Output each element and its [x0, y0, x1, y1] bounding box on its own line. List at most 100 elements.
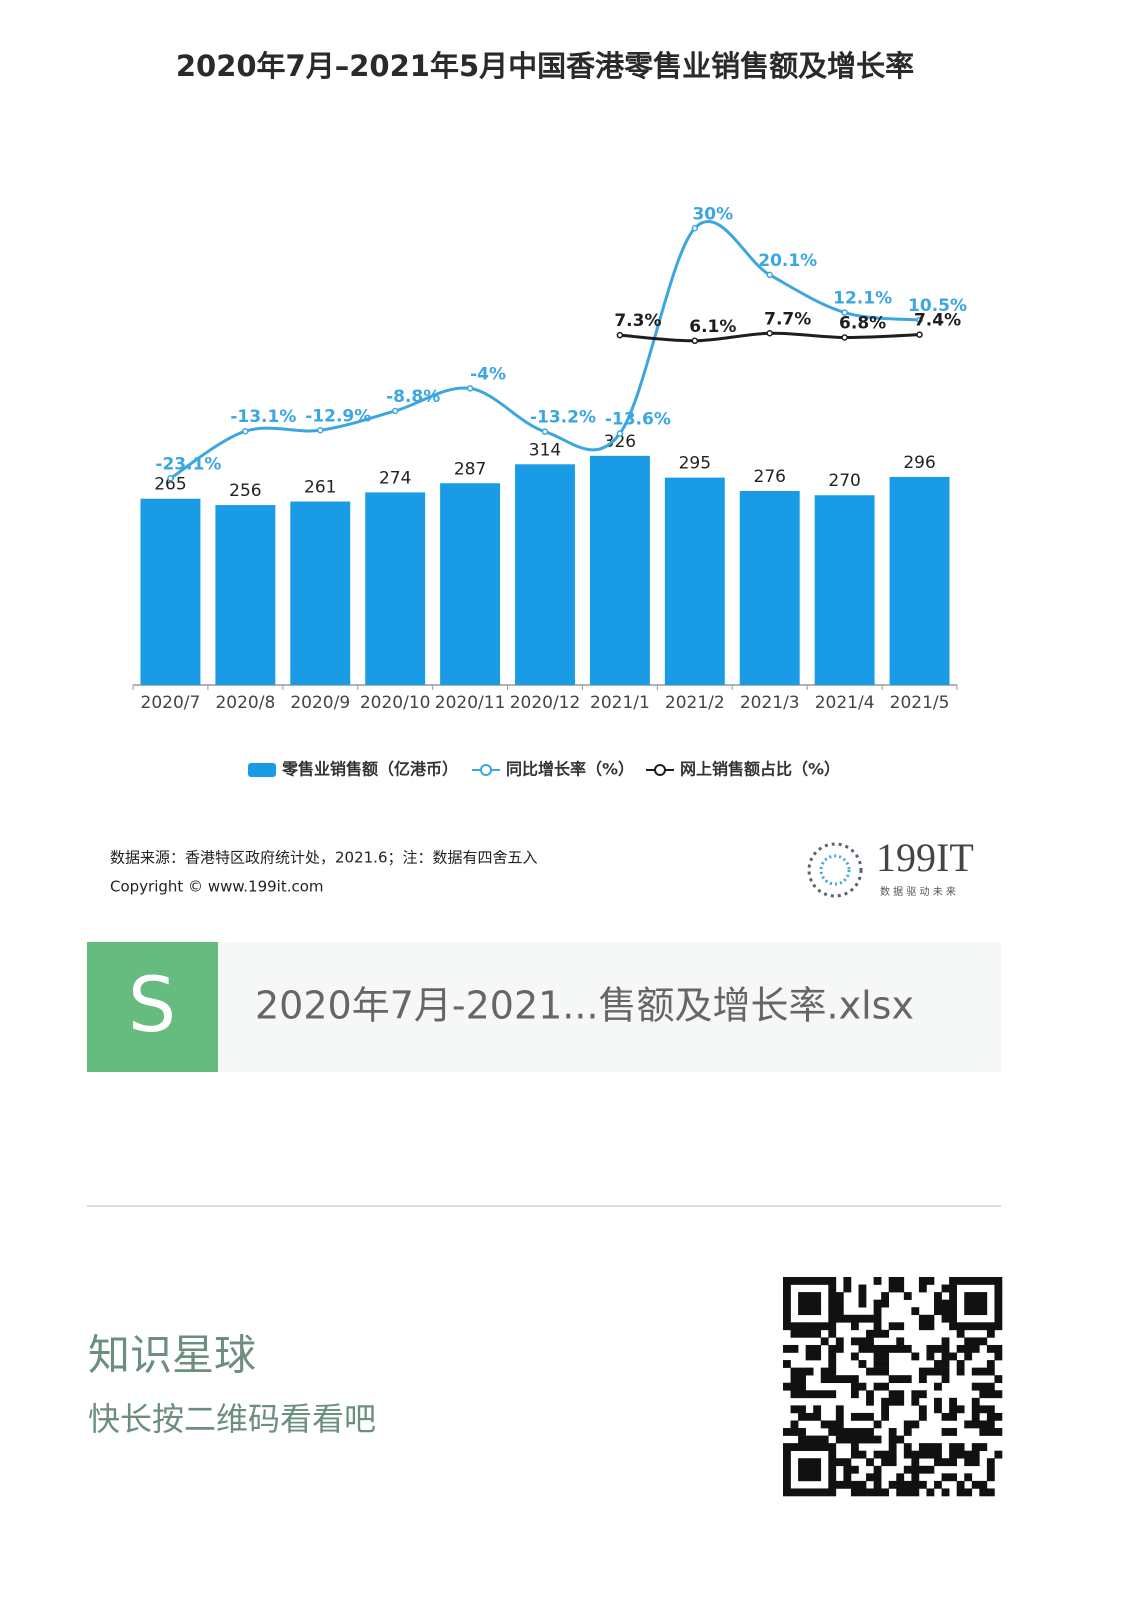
qr-module — [941, 1344, 950, 1353]
qr-module — [783, 1443, 791, 1451]
qr-module — [866, 1428, 874, 1436]
legend-swatch — [654, 764, 666, 776]
qr-module — [888, 1390, 897, 1399]
qr-module — [964, 1488, 973, 1497]
qr-module — [798, 1412, 806, 1421]
qr-module — [918, 1480, 927, 1489]
bar-label: 265 — [154, 475, 186, 495]
qr-module — [949, 1277, 957, 1285]
qr-module — [949, 1299, 957, 1308]
qr-module — [934, 1458, 942, 1467]
qr-module — [911, 1390, 920, 1399]
qr-module — [798, 1367, 806, 1376]
qr-module — [986, 1458, 995, 1467]
line-label: -13.6% — [605, 410, 671, 430]
qr-module — [835, 1344, 844, 1353]
qr-module — [918, 1405, 927, 1414]
qr-module — [850, 1314, 859, 1323]
qr-module — [843, 1428, 852, 1436]
qr-module — [850, 1435, 859, 1444]
qr-module — [866, 1412, 874, 1421]
qr-module — [828, 1314, 837, 1323]
chart-title: 2020年7月–2021年5月中国香港零售业销售额及增长率 — [176, 49, 914, 83]
qr-module — [888, 1375, 897, 1384]
qr-module — [971, 1307, 980, 1316]
qr-module — [979, 1488, 988, 1497]
qr-module — [956, 1329, 965, 1338]
qr-module — [881, 1292, 890, 1300]
qr-module — [783, 1322, 791, 1331]
qr-module — [805, 1458, 814, 1467]
qr-module — [850, 1443, 859, 1451]
qr-module — [858, 1292, 867, 1300]
qr-module — [798, 1473, 806, 1482]
qr-module — [820, 1435, 829, 1444]
qr-module — [956, 1344, 965, 1353]
footer-title: 知识星球 — [88, 1331, 256, 1380]
line-point — [616, 430, 624, 437]
qr-module — [835, 1299, 844, 1308]
qr-module — [941, 1473, 950, 1482]
qr-module — [835, 1435, 844, 1444]
qr-module — [828, 1284, 837, 1293]
qr-module — [873, 1299, 882, 1308]
qr-module — [805, 1307, 814, 1316]
qr-module — [828, 1420, 837, 1429]
qr-module — [835, 1428, 844, 1436]
qr-module — [798, 1435, 806, 1444]
qr-module — [850, 1352, 859, 1361]
qr-module — [956, 1450, 965, 1459]
qr-module — [850, 1382, 859, 1391]
qr-module — [911, 1488, 920, 1497]
qr-module — [911, 1420, 920, 1429]
qr-module — [926, 1277, 935, 1285]
qr-module — [866, 1344, 874, 1353]
qr-module — [979, 1337, 988, 1346]
qr-module — [828, 1480, 837, 1489]
qr-module — [798, 1488, 806, 1497]
line-point — [841, 334, 848, 341]
bar — [664, 477, 725, 685]
qr-module — [964, 1458, 973, 1467]
qr-module — [971, 1458, 980, 1467]
bar — [515, 464, 575, 685]
qr-module — [813, 1299, 822, 1308]
qr-module — [873, 1450, 882, 1459]
qr-module — [994, 1428, 1003, 1436]
qr-module — [843, 1375, 852, 1384]
legend-label: 同比增长率（%） — [506, 760, 634, 779]
qr-module — [881, 1360, 890, 1368]
qr-module — [956, 1277, 965, 1285]
line-point — [391, 407, 399, 415]
qr-module — [888, 1344, 897, 1353]
qr-module — [971, 1277, 980, 1285]
qr-module — [873, 1344, 882, 1353]
bar — [814, 495, 875, 685]
qr-module — [971, 1412, 980, 1421]
qr-module — [888, 1428, 897, 1436]
file-name: 2020年7月-2021...售额及增长率.xlsx — [255, 984, 914, 1028]
qr-module — [783, 1292, 791, 1300]
qr-module — [949, 1314, 957, 1323]
qr-module — [979, 1307, 988, 1316]
footer-subtitle: 快长按二维码看看吧 — [88, 1400, 376, 1438]
qr-module — [994, 1292, 1003, 1300]
qr-module — [941, 1352, 950, 1361]
qr-module — [835, 1314, 844, 1323]
qr-module — [881, 1405, 890, 1414]
qr-module — [926, 1488, 935, 1497]
qr-code[interactable] — [783, 1277, 1003, 1497]
qr-module — [798, 1428, 806, 1436]
qr-module — [798, 1382, 806, 1391]
qr-module — [798, 1277, 806, 1285]
file-card[interactable]: S 2020年7月-2021...售额及增长率.xlsx — [87, 942, 1001, 1072]
bar-label: 270 — [828, 471, 860, 491]
qr-module — [873, 1314, 882, 1323]
bar — [739, 491, 800, 685]
qr-module — [828, 1488, 837, 1497]
qr-module — [835, 1337, 844, 1346]
qr-module — [843, 1314, 852, 1323]
qr-module — [783, 1284, 791, 1293]
qr-module — [971, 1450, 980, 1459]
